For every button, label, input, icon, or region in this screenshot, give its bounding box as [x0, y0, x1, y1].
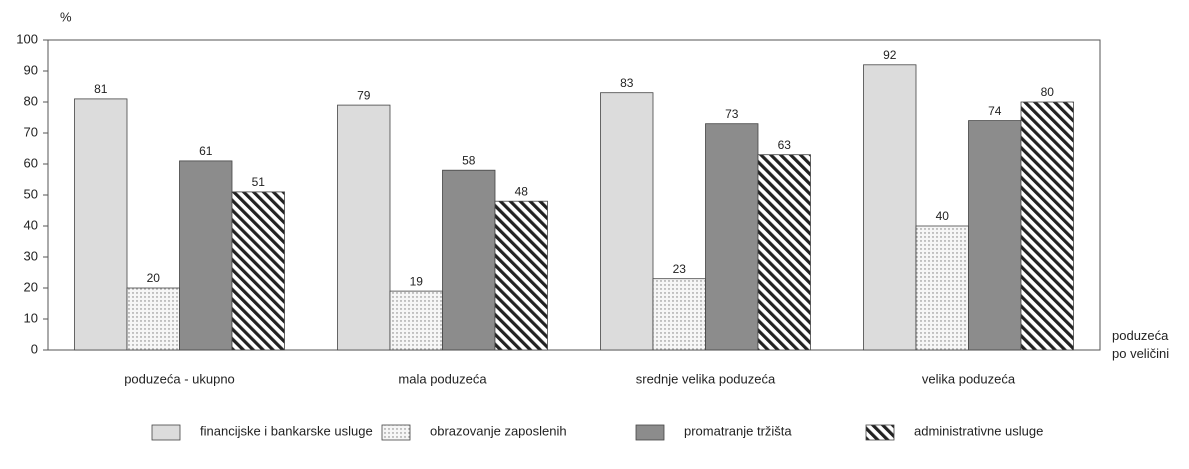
y-tick-label: 40	[24, 217, 38, 232]
data-label: 40	[936, 209, 950, 223]
bar	[757, 154, 811, 351]
legend-swatch	[151, 424, 181, 441]
data-label: 63	[778, 138, 792, 152]
y-tick-label: 0	[31, 341, 38, 356]
bar	[652, 278, 706, 351]
legend-label: promatranje tržišta	[684, 423, 792, 438]
y-tick-label: 70	[24, 124, 38, 139]
bar	[915, 225, 969, 351]
data-label: 73	[725, 107, 739, 121]
data-label: 23	[673, 262, 687, 276]
bar	[389, 290, 443, 351]
data-label: 51	[252, 175, 266, 189]
x-tick-label: poduzeća - ukupno	[124, 371, 235, 386]
data-label: 80	[1041, 85, 1055, 99]
bar	[74, 98, 128, 351]
bar	[126, 287, 180, 351]
y-tick-label: 30	[24, 248, 38, 263]
legend-swatch	[865, 424, 895, 441]
data-label: 48	[515, 184, 529, 198]
y-tick-label: 100	[16, 31, 38, 46]
y-tick-label: 50	[24, 186, 38, 201]
data-label: 58	[462, 153, 476, 167]
bar	[863, 64, 917, 351]
y-tick-label: 90	[24, 62, 38, 77]
bar	[968, 120, 1022, 351]
bar	[600, 92, 654, 351]
data-label: 81	[94, 82, 108, 96]
data-label: 61	[199, 144, 213, 158]
bar	[337, 104, 391, 351]
data-label: 19	[410, 274, 424, 288]
legend-label: administrativne usluge	[914, 423, 1043, 438]
legend-label: obrazovanje zaposlenih	[430, 423, 567, 438]
x-tick-label: srednje velika poduzeća	[636, 371, 776, 386]
y-unit: %	[60, 9, 72, 24]
bar	[494, 200, 548, 351]
bar	[179, 160, 233, 351]
data-label: 92	[883, 48, 897, 62]
data-label: 20	[147, 271, 161, 285]
data-label: 83	[620, 76, 634, 90]
x-tick-label: mala poduzeća	[398, 371, 487, 386]
y-tick-label: 60	[24, 155, 38, 170]
bar	[442, 169, 496, 351]
data-label: 74	[988, 104, 1002, 118]
x-axis-label: poduzeća po veličini	[1112, 328, 1170, 361]
y-tick-label: 20	[24, 279, 38, 294]
bar	[705, 123, 759, 351]
bar	[1020, 101, 1074, 351]
legend-label: financijske i bankarske usluge	[200, 423, 373, 438]
data-label: 79	[357, 88, 371, 102]
y-tick-label: 10	[24, 310, 38, 325]
legend-swatch	[635, 424, 665, 441]
y-tick-label: 80	[24, 93, 38, 108]
bar	[231, 191, 285, 351]
x-tick-label: velika poduzeća	[922, 371, 1016, 386]
legend-swatch	[381, 424, 411, 441]
